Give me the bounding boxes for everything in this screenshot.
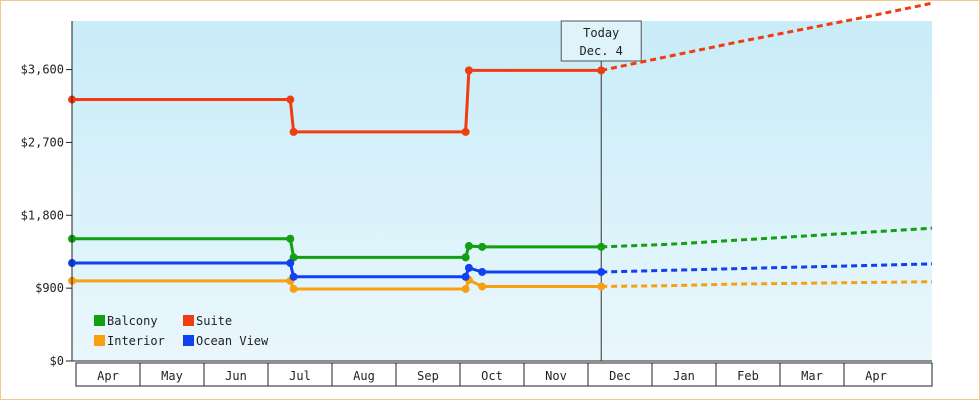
legend-label-suite: Suite bbox=[196, 314, 232, 328]
month-label: Dec bbox=[609, 369, 631, 383]
data-point-suite bbox=[461, 127, 470, 136]
y-tick-label: $1,800 bbox=[21, 208, 64, 222]
month-label: Nov bbox=[545, 369, 567, 383]
data-point-suite bbox=[464, 66, 473, 75]
month-label: Feb bbox=[737, 369, 759, 383]
data-point-balcony bbox=[286, 234, 295, 243]
month-label: Jan bbox=[673, 369, 695, 383]
month-label: Sep bbox=[417, 369, 439, 383]
y-tick-label: $900 bbox=[35, 281, 64, 295]
series-line-suite bbox=[72, 68, 602, 134]
month-label: Mar bbox=[801, 369, 823, 383]
month-label: Aug bbox=[353, 369, 375, 383]
month-label: Jun bbox=[225, 369, 247, 383]
data-point-balcony bbox=[464, 242, 473, 251]
forecast-line-suite bbox=[600, 1, 933, 72]
legend-swatch-interior bbox=[94, 335, 105, 346]
plot-background bbox=[72, 21, 932, 361]
legend-label-ocean-view: Ocean View bbox=[196, 334, 269, 348]
data-point-interior bbox=[597, 282, 606, 291]
data-point-ocean-view bbox=[597, 267, 606, 276]
data-point-interior bbox=[289, 284, 298, 293]
forecast-line-balcony bbox=[601, 226, 933, 249]
today-marker: Today Dec. 4 bbox=[560, 20, 642, 361]
data-point-suite bbox=[597, 66, 606, 75]
data-point-balcony bbox=[597, 242, 606, 251]
today-box bbox=[560, 20, 642, 62]
data-point-ocean-view bbox=[286, 259, 295, 268]
month-label: Apr bbox=[865, 369, 887, 383]
data-point-ocean-view bbox=[461, 272, 470, 281]
legend-label-balcony: Balcony bbox=[107, 314, 158, 328]
legend-label-interior: Interior bbox=[107, 334, 165, 348]
today-label-line1: Today bbox=[583, 26, 619, 40]
axes: $0 $900 $1,800 $2,700 $3,600 Apr May Jun Jul Aug S… bbox=[21, 21, 933, 387]
data-point-suite bbox=[286, 95, 295, 104]
data-point-ocean-view bbox=[478, 267, 487, 276]
month-label: May bbox=[161, 369, 183, 383]
data-point-balcony bbox=[478, 242, 487, 251]
legend-swatch-ocean-view bbox=[183, 335, 194, 346]
month-label: Jul bbox=[289, 369, 311, 383]
data-point-interior bbox=[478, 282, 487, 291]
forecast-line-ocean-view bbox=[601, 262, 933, 274]
y-tick-label: $2,700 bbox=[21, 135, 64, 149]
y-tick-label: $0 bbox=[50, 354, 64, 368]
series-lines bbox=[68, 1, 933, 293]
data-point-ocean-view bbox=[464, 263, 473, 272]
month-label: Apr bbox=[97, 369, 119, 383]
legend-swatch-balcony bbox=[94, 315, 105, 326]
y-tick-label: $3,600 bbox=[21, 63, 64, 77]
legend-swatch-suite bbox=[183, 315, 194, 326]
data-point-interior bbox=[461, 284, 470, 293]
data-point-suite bbox=[289, 127, 298, 136]
today-label-line2: Dec. 4 bbox=[580, 44, 623, 58]
month-label: Oct bbox=[481, 369, 503, 383]
legend: Balcony Suite Interior Ocean View bbox=[94, 314, 269, 348]
data-point-ocean-view bbox=[289, 272, 298, 281]
forecast-line-interior bbox=[601, 280, 933, 288]
data-point-balcony bbox=[461, 253, 470, 262]
